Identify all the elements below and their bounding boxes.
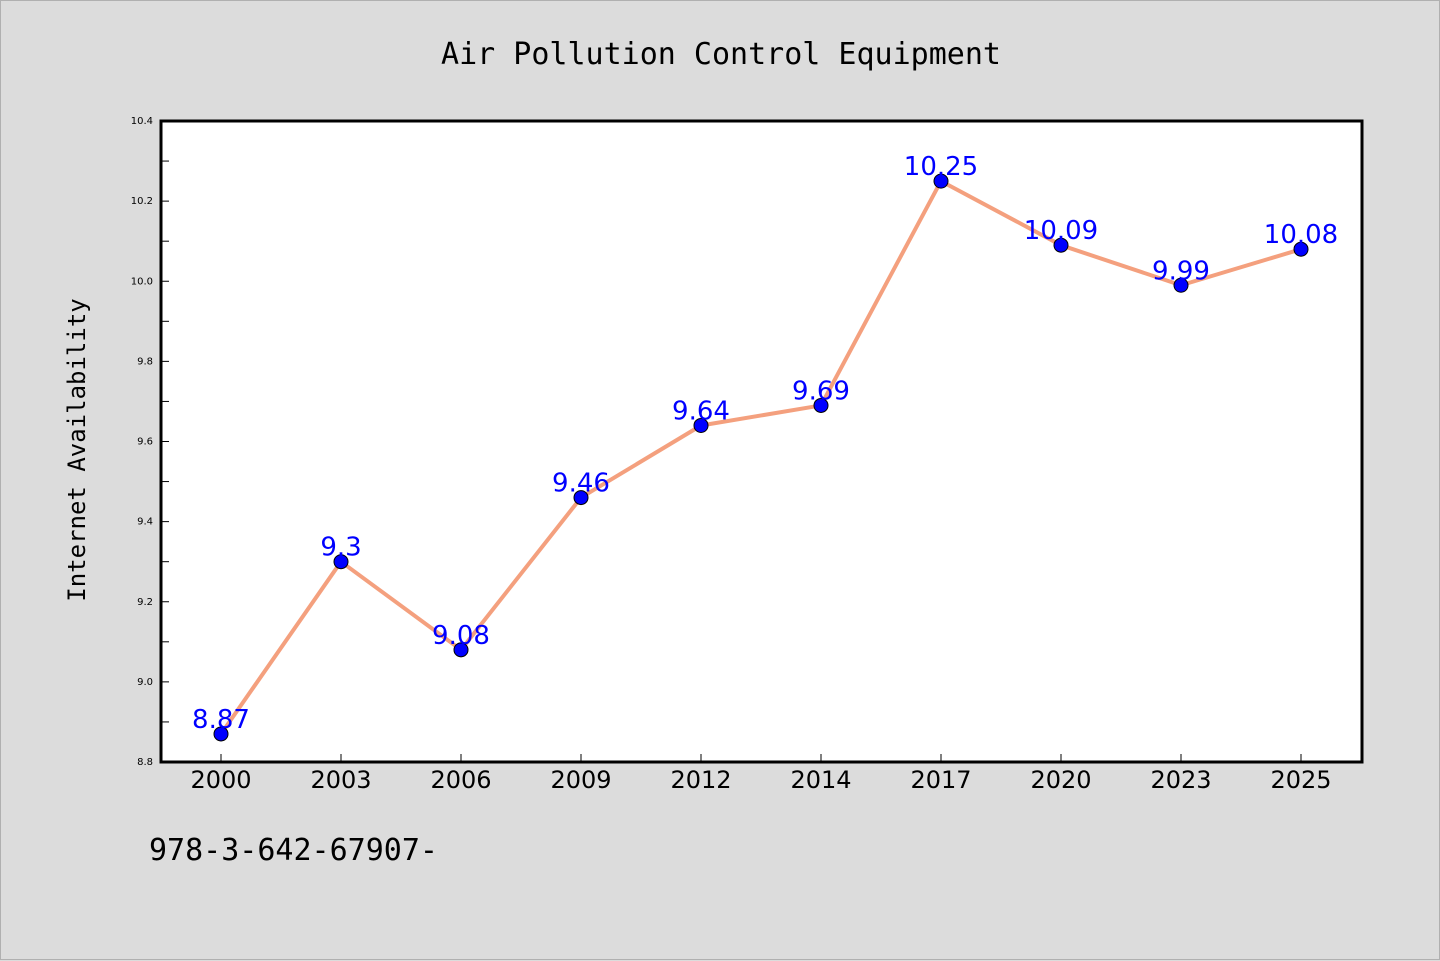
data-point-marker	[333, 554, 349, 570]
y-tick-label: 9.0	[137, 677, 153, 688]
y-tick-label: 8.8	[137, 757, 153, 768]
y-tick-label: 9.2	[137, 597, 153, 608]
y-axis-label: Internet Availability	[63, 298, 91, 601]
data-point-marker	[1173, 277, 1189, 293]
x-axis-ticks: 2000 2003 2006 2009 2012 2014 2017 2020 2023 2025	[190, 754, 1332, 794]
y-tick-label: 9.6	[137, 437, 153, 448]
x-tick-label: 2009	[550, 766, 611, 794]
data-point-marker	[213, 726, 229, 742]
data-point-marker	[1053, 237, 1069, 253]
data-label: 8.87	[192, 705, 250, 735]
data-point-marker	[693, 417, 709, 433]
y-tick-label: 10.0	[131, 276, 153, 287]
series-line	[219, 179, 1302, 736]
data-label: 9.64	[672, 396, 730, 426]
x-tick-label: 2025	[1270, 766, 1331, 794]
x-tick-label: 2012	[670, 766, 731, 794]
data-label: 9.3	[320, 533, 361, 563]
data-point-marker	[813, 397, 829, 413]
x-tick-label: 2020	[1030, 766, 1091, 794]
y-tick-label: 10.4	[131, 116, 153, 127]
data-point-marker	[453, 642, 469, 658]
data-label: 10.25	[904, 152, 978, 182]
y-axis-ticks: 8.8 9.0 9.2 9.4 9.6 9.8 10.0 10.2 10.4	[131, 116, 169, 768]
data-label: 10.08	[1264, 220, 1338, 250]
y-tick-label: 10.2	[131, 196, 153, 207]
x-tick-label: 2014	[790, 766, 851, 794]
data-point-marker	[573, 490, 589, 506]
data-label: 9.46	[552, 469, 610, 499]
data-label: 9.99	[1152, 256, 1210, 286]
x-tick-label: 2023	[1150, 766, 1211, 794]
x-tick-label: 2000	[190, 766, 251, 794]
plot-area	[159, 119, 1364, 764]
data-label: 9.08	[432, 621, 490, 651]
data-label: 10.09	[1024, 216, 1098, 246]
x-tick-label: 2017	[910, 766, 971, 794]
x-tick-label: 2003	[310, 766, 371, 794]
y-tick-label: 9.8	[137, 356, 153, 367]
footer-code-text: 978-3-642-67907-	[149, 833, 438, 868]
data-point-marker	[1293, 241, 1309, 257]
y-tick-label: 9.4	[137, 517, 153, 528]
chart-title: Air Pollution Control Equipment	[441, 37, 1001, 72]
x-tick-label: 2006	[430, 766, 491, 794]
data-label: 9.69	[792, 376, 850, 406]
data-point-marker	[933, 173, 949, 189]
series-line-group: 8.87 9.3 9.08 9.46 9.64 9.69 10.25 10.09 9.99 10.…	[192, 152, 1338, 742]
